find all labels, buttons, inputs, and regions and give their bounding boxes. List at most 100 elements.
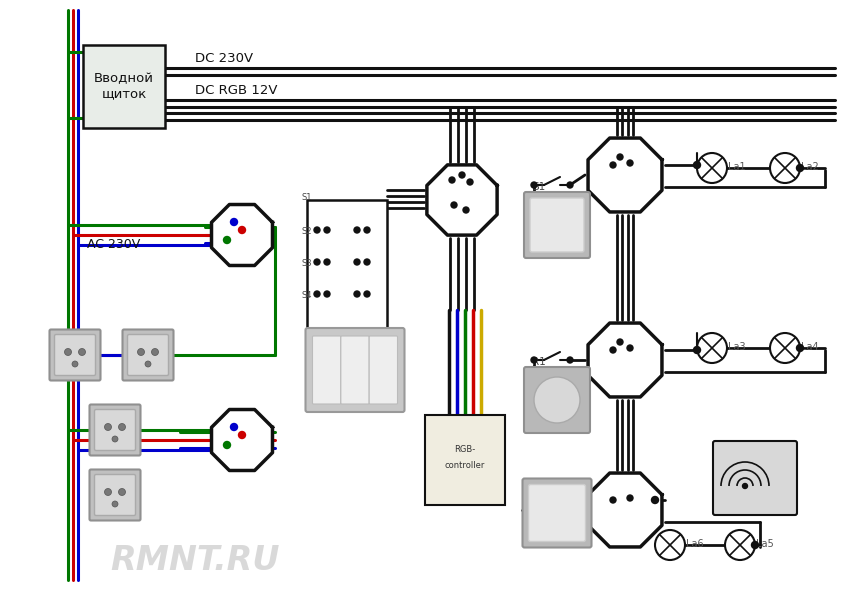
Text: R1: R1 xyxy=(532,357,546,367)
Circle shape xyxy=(314,259,320,265)
Circle shape xyxy=(314,291,320,297)
FancyBboxPatch shape xyxy=(49,329,100,381)
FancyBboxPatch shape xyxy=(530,198,584,252)
Polygon shape xyxy=(588,323,662,397)
Circle shape xyxy=(364,227,370,233)
Text: S3: S3 xyxy=(302,260,312,268)
Circle shape xyxy=(230,424,237,431)
Circle shape xyxy=(112,436,118,442)
Circle shape xyxy=(627,495,633,501)
FancyBboxPatch shape xyxy=(313,336,341,404)
Circle shape xyxy=(239,431,246,438)
Circle shape xyxy=(324,227,330,233)
Text: RGB-: RGB- xyxy=(455,445,476,454)
Circle shape xyxy=(617,339,623,345)
FancyBboxPatch shape xyxy=(305,328,405,412)
Circle shape xyxy=(567,182,573,188)
FancyBboxPatch shape xyxy=(89,470,140,520)
Circle shape xyxy=(72,361,78,367)
Circle shape xyxy=(697,333,727,363)
FancyBboxPatch shape xyxy=(524,192,590,258)
Polygon shape xyxy=(588,138,662,212)
Circle shape xyxy=(651,497,659,503)
FancyBboxPatch shape xyxy=(713,441,797,515)
Circle shape xyxy=(770,333,800,363)
Circle shape xyxy=(531,357,537,363)
FancyBboxPatch shape xyxy=(83,45,165,128)
Circle shape xyxy=(796,345,803,352)
Text: RMNT.RU: RMNT.RU xyxy=(110,543,280,576)
Circle shape xyxy=(610,497,616,503)
Circle shape xyxy=(354,227,360,233)
Polygon shape xyxy=(212,205,273,266)
Circle shape xyxy=(655,530,685,560)
FancyBboxPatch shape xyxy=(94,409,135,451)
Circle shape xyxy=(239,227,246,234)
Circle shape xyxy=(694,346,700,353)
Bar xyxy=(307,200,387,330)
Text: La5: La5 xyxy=(756,539,774,549)
Text: S1: S1 xyxy=(302,192,312,202)
Circle shape xyxy=(354,259,360,265)
Circle shape xyxy=(449,177,455,183)
Text: Вводной
щиток: Вводной щиток xyxy=(94,73,154,100)
Text: La3: La3 xyxy=(728,342,745,352)
FancyBboxPatch shape xyxy=(341,336,369,404)
Circle shape xyxy=(796,165,803,172)
Circle shape xyxy=(314,227,320,233)
Circle shape xyxy=(105,424,111,431)
Circle shape xyxy=(610,162,616,168)
Circle shape xyxy=(617,154,623,160)
Circle shape xyxy=(364,291,370,297)
Circle shape xyxy=(112,501,118,507)
Circle shape xyxy=(364,259,370,265)
Circle shape xyxy=(105,489,111,496)
Circle shape xyxy=(459,172,465,178)
Circle shape xyxy=(138,349,145,356)
FancyBboxPatch shape xyxy=(94,474,135,516)
Text: La2: La2 xyxy=(801,162,819,172)
FancyBboxPatch shape xyxy=(523,478,592,548)
FancyBboxPatch shape xyxy=(122,329,173,381)
Polygon shape xyxy=(212,409,273,470)
Circle shape xyxy=(567,357,573,363)
Circle shape xyxy=(463,207,469,213)
FancyBboxPatch shape xyxy=(54,335,95,375)
Circle shape xyxy=(354,291,360,297)
Circle shape xyxy=(531,182,537,188)
Circle shape xyxy=(230,218,237,225)
Text: DC RGB 12V: DC RGB 12V xyxy=(195,84,277,97)
Circle shape xyxy=(627,345,633,351)
Circle shape xyxy=(324,259,330,265)
Circle shape xyxy=(78,349,86,356)
Circle shape xyxy=(118,489,126,496)
Circle shape xyxy=(145,361,151,367)
Text: S4: S4 xyxy=(302,291,312,300)
Polygon shape xyxy=(588,473,662,547)
Text: S1: S1 xyxy=(532,182,545,192)
Circle shape xyxy=(451,202,457,208)
Circle shape xyxy=(694,162,700,169)
Circle shape xyxy=(324,291,330,297)
Text: controller: controller xyxy=(445,461,485,470)
Circle shape xyxy=(770,153,800,183)
Circle shape xyxy=(224,441,230,448)
Text: La1: La1 xyxy=(728,162,745,172)
Circle shape xyxy=(534,377,580,423)
Text: La6: La6 xyxy=(686,539,704,549)
FancyBboxPatch shape xyxy=(89,405,140,455)
Circle shape xyxy=(151,349,158,356)
FancyBboxPatch shape xyxy=(369,336,398,404)
Circle shape xyxy=(65,349,71,356)
Circle shape xyxy=(118,424,126,431)
Text: La4: La4 xyxy=(801,342,819,352)
FancyBboxPatch shape xyxy=(425,415,505,505)
Text: AC 230V: AC 230V xyxy=(87,238,140,251)
Circle shape xyxy=(697,153,727,183)
Circle shape xyxy=(743,483,747,489)
Circle shape xyxy=(627,160,633,166)
Polygon shape xyxy=(427,165,497,235)
FancyBboxPatch shape xyxy=(529,484,586,542)
Circle shape xyxy=(751,542,758,549)
Circle shape xyxy=(224,237,230,244)
